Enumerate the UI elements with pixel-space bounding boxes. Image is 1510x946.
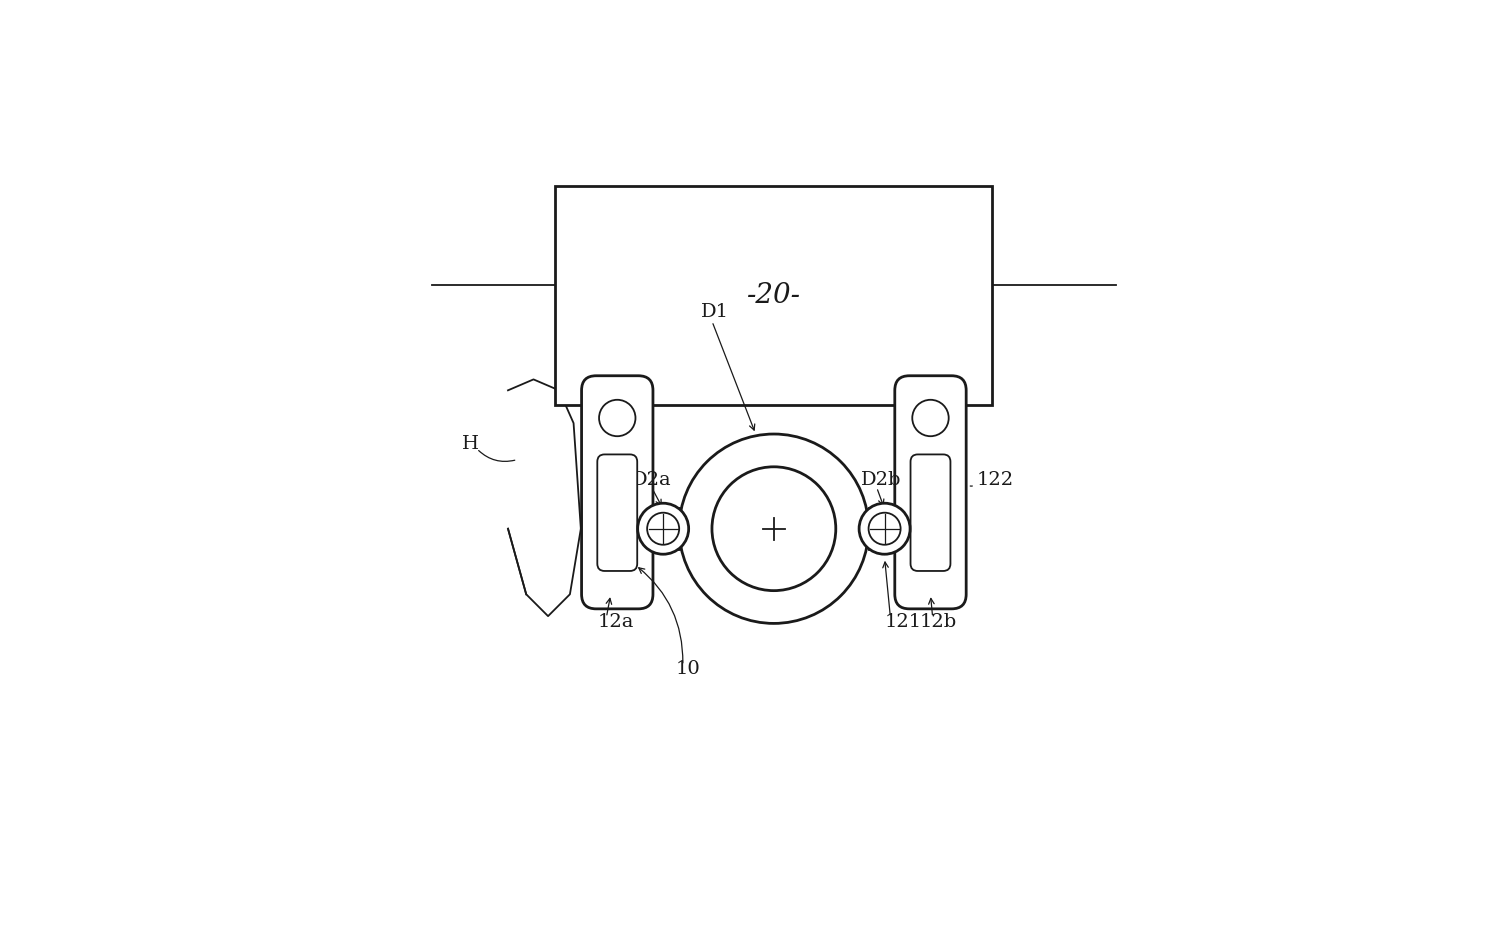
Text: 12a: 12a (598, 613, 634, 631)
Circle shape (637, 503, 689, 554)
FancyBboxPatch shape (911, 454, 950, 571)
Text: 12b: 12b (920, 613, 957, 631)
Text: D2b: D2b (861, 471, 901, 489)
FancyBboxPatch shape (895, 376, 966, 609)
Circle shape (868, 513, 900, 545)
Circle shape (912, 400, 948, 436)
Text: D1: D1 (701, 304, 729, 322)
Bar (868, 508, 909, 549)
Circle shape (711, 466, 837, 590)
Bar (556, 186, 992, 405)
Text: 121: 121 (885, 613, 921, 631)
Circle shape (680, 434, 868, 623)
FancyBboxPatch shape (598, 454, 637, 571)
Text: D2a: D2a (631, 471, 672, 489)
Text: 10: 10 (675, 660, 701, 678)
Circle shape (859, 503, 911, 554)
Circle shape (648, 513, 680, 545)
Text: H: H (462, 434, 479, 452)
FancyBboxPatch shape (581, 376, 652, 609)
Text: 122: 122 (977, 471, 1013, 489)
Text: -20-: -20- (747, 282, 800, 309)
Text: 11: 11 (785, 438, 809, 456)
Bar (639, 508, 680, 549)
Circle shape (599, 400, 636, 436)
